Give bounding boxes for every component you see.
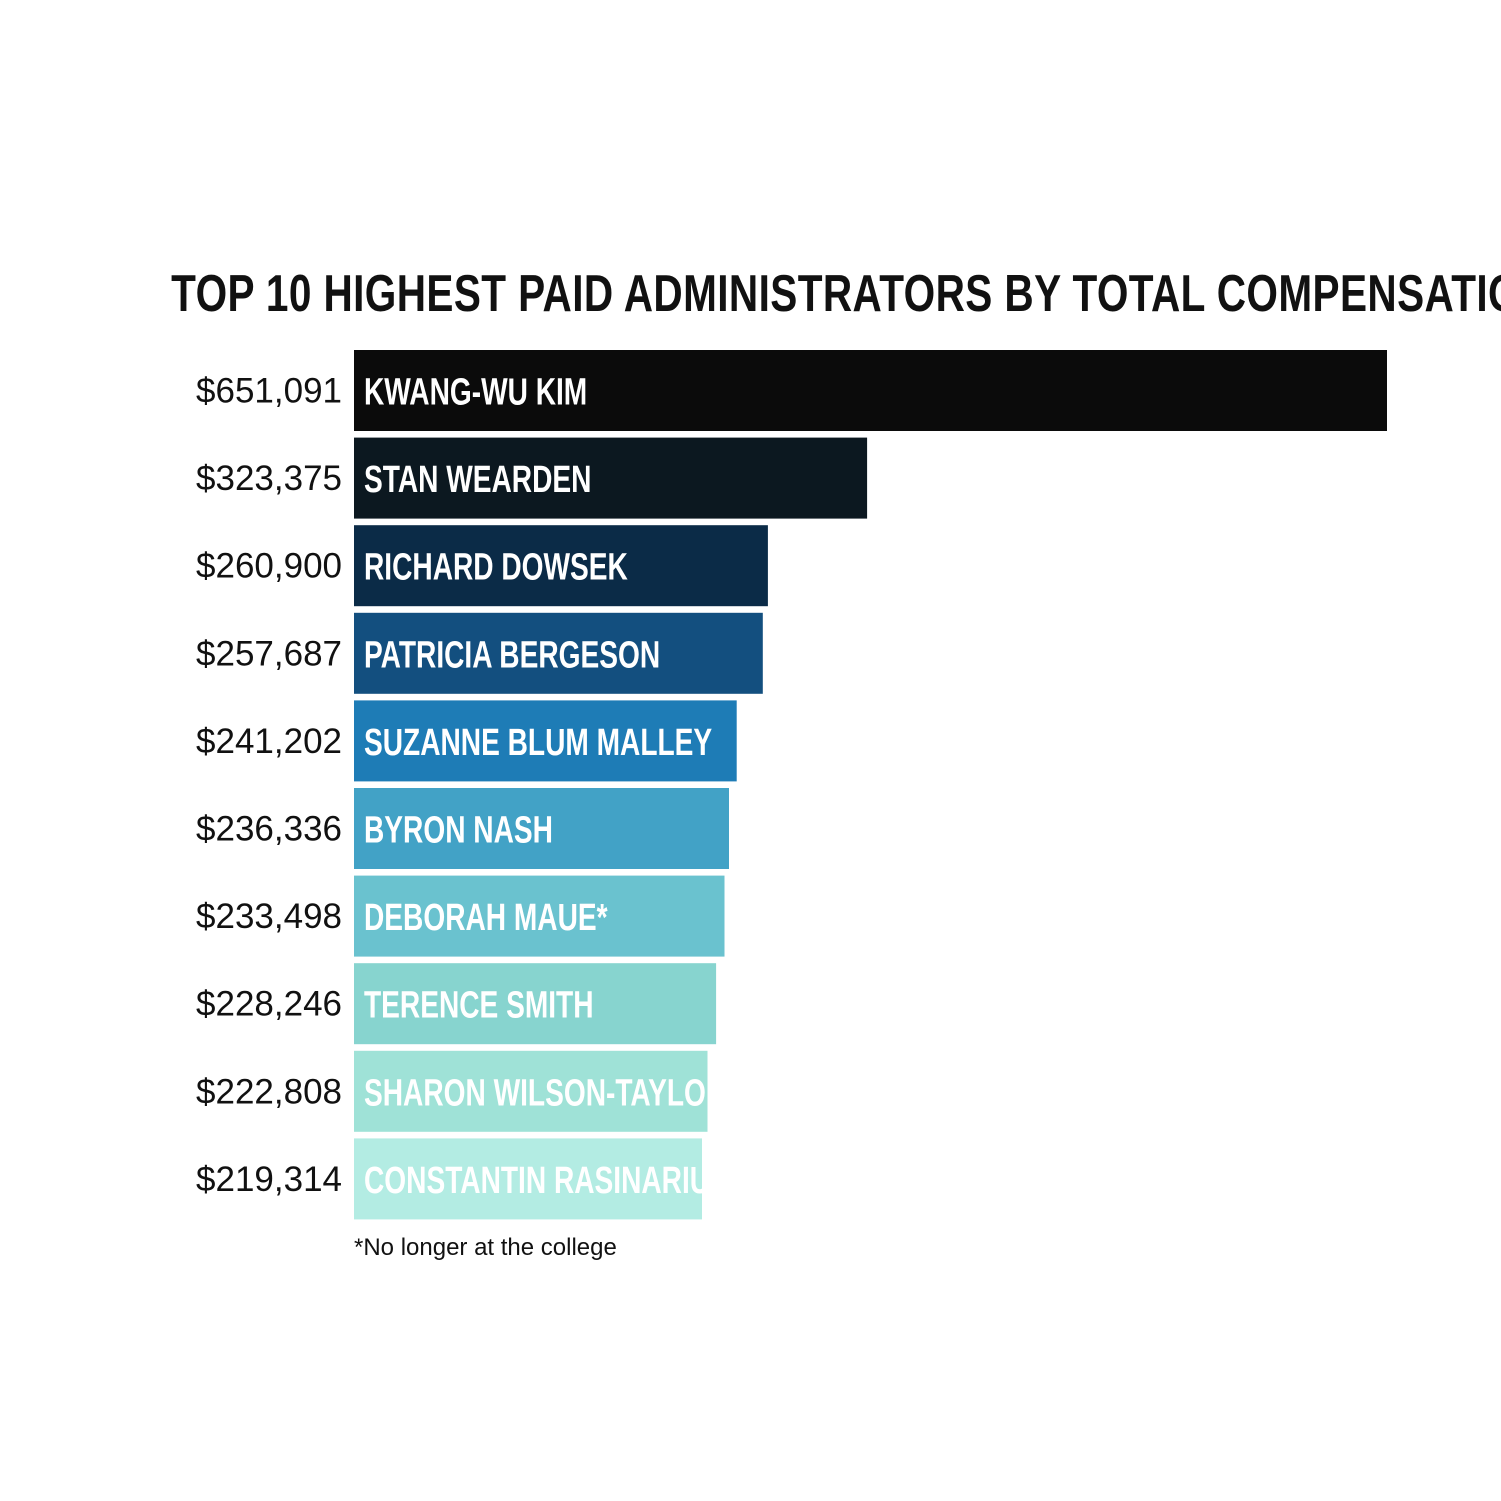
value-label-7: $233,498	[196, 897, 342, 936]
bar-10	[354, 1138, 702, 1220]
bars-group: $651,091 KWANG-WU KIM $323,375 STAN WEARDEN…	[196, 350, 1387, 1220]
name-label-8: TERENCE SMITH	[364, 985, 594, 1027]
name-label-4: PATRICIA BERGESON	[364, 634, 660, 676]
bar-5	[354, 700, 737, 782]
name-label-1: KWANG-WU KIM	[364, 372, 587, 414]
bar-7	[354, 875, 725, 957]
footnote: *No longer at the college	[354, 1234, 617, 1261]
name-label-6: BYRON NASH	[364, 810, 553, 852]
name-label-5: SUZANNE BLUM MALLEY	[364, 722, 712, 764]
bar-1	[354, 350, 1387, 431]
name-label-9: SHARON WILSON-TAYLOR	[364, 1072, 726, 1114]
value-label-4: $257,687	[196, 634, 342, 673]
bar-6	[354, 788, 729, 869]
value-label-9: $222,808	[196, 1072, 342, 1111]
chart-title: TOP 10 HIGHEST PAID ADMINISTRATORS BY TO…	[171, 265, 1501, 323]
name-label-3: RICHARD DOWSEK	[364, 547, 628, 589]
value-label-6: $236,336	[196, 810, 342, 849]
value-label-8: $228,246	[196, 985, 342, 1024]
bar-9	[354, 1050, 708, 1132]
name-label-10: CONSTANTIN RASINARIU*	[364, 1160, 721, 1202]
bar-4	[354, 612, 763, 694]
value-label-5: $241,202	[196, 722, 342, 761]
value-label-10: $219,314	[196, 1160, 342, 1199]
bar-8	[354, 963, 717, 1045]
value-label-3: $260,900	[196, 547, 342, 586]
bar-2	[354, 437, 868, 519]
name-label-2: STAN WEARDEN	[364, 459, 591, 501]
value-label-2: $323,375	[196, 459, 342, 498]
bar-3	[354, 525, 768, 607]
name-label-7: DEBORAH MAUE*	[364, 897, 608, 939]
value-label-1: $651,091	[196, 372, 342, 411]
